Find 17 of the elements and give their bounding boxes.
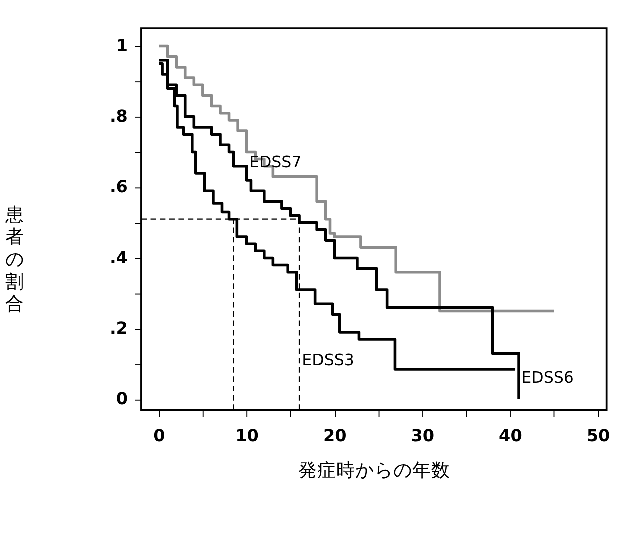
x-tick-label: 10	[236, 425, 259, 446]
y-tick-label: .2	[110, 318, 128, 338]
y-tick-label: .6	[110, 176, 128, 197]
x-tick-label: 20	[323, 425, 347, 446]
y-tick-label: .4	[110, 247, 128, 268]
annotation: EDSS7	[249, 152, 302, 172]
annotation: EDSS3	[302, 350, 354, 370]
y-tick-label: .8	[110, 106, 128, 126]
y-tick-label: 0	[116, 388, 128, 409]
x-axis-title: 発症時からの年数	[298, 460, 451, 482]
x-tick-label: 50	[586, 425, 610, 446]
y-tick-label: 1	[116, 35, 128, 56]
x-tick-label: 40	[499, 425, 522, 446]
annotation: EDSS6	[522, 368, 574, 388]
y-axis-title: 患者の割合	[4, 204, 25, 316]
x-tick-label: 30	[411, 425, 435, 446]
x-tick-label: 0	[154, 425, 166, 446]
